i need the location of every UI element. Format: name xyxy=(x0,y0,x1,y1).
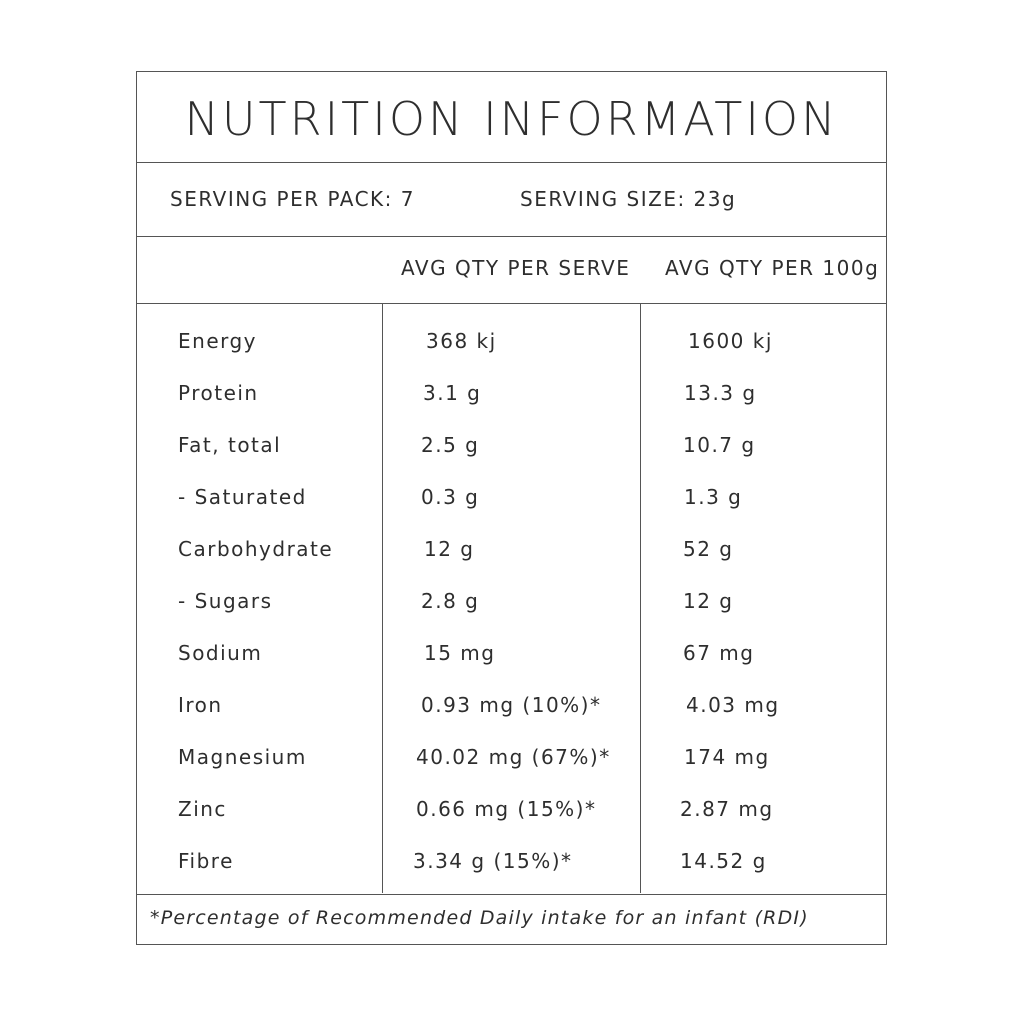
nutrition-panel xyxy=(136,71,887,945)
per-100g-value: 174 mg xyxy=(684,745,770,769)
per-serve-value: 0.66 mg (15%)* xyxy=(416,797,597,821)
column-divider xyxy=(382,303,383,893)
serving-per-pack: SERVING PER PACK: 7 xyxy=(170,187,415,211)
per-100g-value: 13.3 g xyxy=(684,381,757,405)
per-serve-value: 0.93 mg (10%)* xyxy=(421,693,602,717)
nutrient-name: - Sugars xyxy=(178,589,273,613)
nutrient-name: - Saturated xyxy=(178,485,307,509)
divider xyxy=(136,236,887,237)
per-serve-value: 0.3 g xyxy=(421,485,480,509)
nutrient-name: Iron xyxy=(178,693,223,717)
per-100g-value: 2.87 mg xyxy=(680,797,774,821)
nutrient-name: Protein xyxy=(178,381,259,405)
column-header-serve: AVG QTY PER SERVE xyxy=(401,256,631,280)
nutrient-name: Carbohydrate xyxy=(178,537,334,561)
divider xyxy=(136,303,887,304)
column-divider xyxy=(640,303,641,893)
per-serve-value: 3.1 g xyxy=(423,381,482,405)
nutrient-name: Sodium xyxy=(178,641,263,665)
per-100g-value: 12 g xyxy=(683,589,734,613)
divider xyxy=(136,894,887,895)
per-100g-value: 4.03 mg xyxy=(686,693,780,717)
per-serve-value: 12 g xyxy=(424,537,475,561)
divider xyxy=(136,162,887,163)
per-100g-value: 52 g xyxy=(683,537,734,561)
per-serve-value: 40.02 mg (67%)* xyxy=(416,745,611,769)
nutrient-name: Energy xyxy=(178,329,258,353)
page-title: NUTRITION INFORMATION xyxy=(184,92,839,146)
per-100g-value: 14.52 g xyxy=(680,849,767,873)
per-serve-value: 368 kj xyxy=(426,329,497,353)
column-header-100g: AVG QTY PER 100g xyxy=(665,256,880,280)
per-serve-value: 3.34 g (15%)* xyxy=(413,849,573,873)
per-100g-value: 1.3 g xyxy=(684,485,743,509)
per-serve-value: 15 mg xyxy=(424,641,496,665)
serving-size: SERVING SIZE: 23g xyxy=(520,187,737,211)
nutrient-name: Zinc xyxy=(178,797,227,821)
nutrient-name: Fibre xyxy=(178,849,234,873)
per-100g-value: 10.7 g xyxy=(683,433,756,457)
footnote: *Percentage of Recommended Daily intake … xyxy=(150,907,809,929)
per-100g-value: 67 mg xyxy=(683,641,755,665)
per-100g-value: 1600 kj xyxy=(688,329,773,353)
per-serve-value: 2.8 g xyxy=(421,589,480,613)
nutrient-name: Fat, total xyxy=(178,433,282,457)
per-serve-value: 2.5 g xyxy=(421,433,480,457)
nutrient-name: Magnesium xyxy=(178,745,307,769)
